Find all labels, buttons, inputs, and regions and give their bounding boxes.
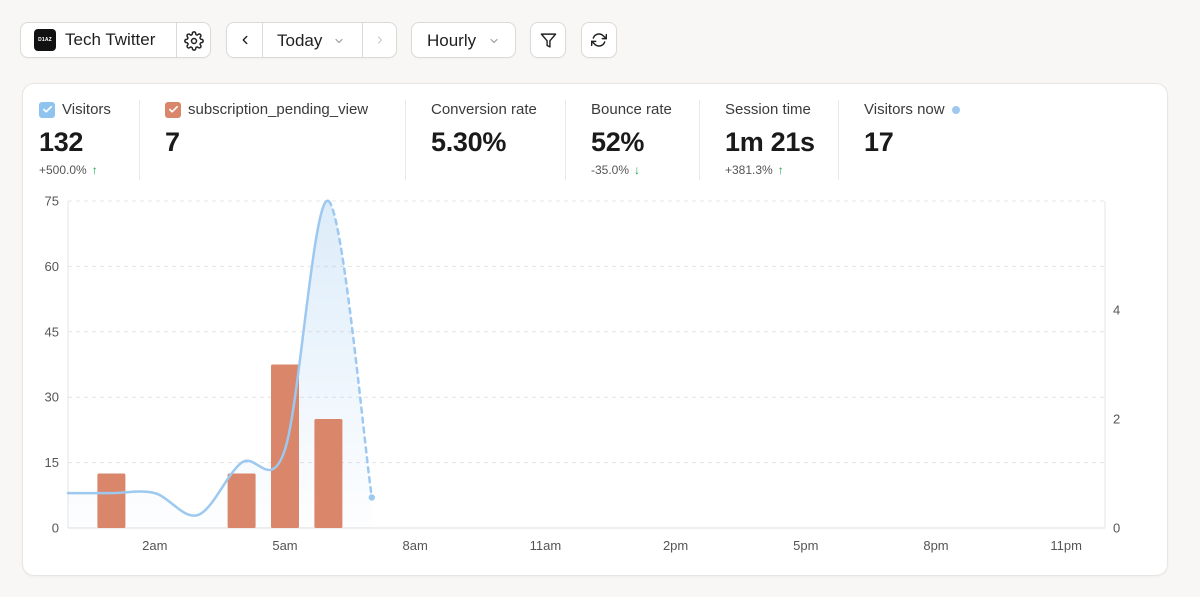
y-tick-label: 60 bbox=[45, 259, 59, 274]
divider bbox=[139, 100, 140, 180]
stat-visitors-now[interactable]: Visitors now 17 bbox=[864, 101, 960, 158]
stat-value: 7 bbox=[165, 127, 180, 157]
divider bbox=[565, 100, 566, 180]
date-range-label[interactable]: Today bbox=[277, 31, 323, 50]
event-bar bbox=[227, 473, 256, 528]
previous-period-button[interactable] bbox=[227, 23, 262, 57]
filter-icon bbox=[540, 32, 556, 48]
arrow-up-icon: ↑ bbox=[91, 163, 98, 177]
stat-bounce-rate[interactable]: Bounce rate 52% -35.0% ↓ bbox=[591, 101, 672, 177]
stat-value: 1m 21s bbox=[725, 127, 815, 157]
chevron-down-icon bbox=[335, 38, 343, 44]
y-tick-label: 0 bbox=[52, 521, 59, 536]
stat-value: 52% bbox=[591, 127, 645, 157]
x-tick-label: 8am bbox=[403, 538, 428, 553]
live-indicator-icon bbox=[951, 105, 960, 114]
x-tick-label: 5pm bbox=[793, 538, 818, 553]
refresh-button[interactable] bbox=[581, 22, 617, 58]
interval-label: Hourly bbox=[427, 31, 477, 50]
visitors-chart: 0 15 30 45 60 75 0 2 4 2am 5am 8am 11am 2pm 5pm 8pm 11… bbox=[45, 194, 1121, 554]
next-period-button[interactable] bbox=[362, 23, 398, 57]
site-name: Tech Twitter bbox=[65, 30, 156, 49]
stat-change: -35.0% bbox=[591, 163, 630, 177]
stat-value: 132 bbox=[39, 127, 84, 157]
check-icon bbox=[168, 105, 178, 113]
stat-change: +500.0% bbox=[39, 163, 87, 177]
x-tick-label: 8pm bbox=[923, 538, 948, 553]
stat-label: Bounce rate bbox=[591, 101, 672, 118]
chevron-left-icon bbox=[242, 35, 247, 45]
stat-label: Visitors now bbox=[864, 101, 945, 118]
arrow-up-icon: ↑ bbox=[777, 163, 784, 177]
line-end-point bbox=[368, 494, 375, 501]
site-logo: D1AZ bbox=[34, 29, 56, 51]
stat-label: Session time bbox=[725, 101, 811, 118]
y-right-tick-label: 4 bbox=[1113, 303, 1120, 318]
stat-session-time[interactable]: Session time 1m 21s +381.3% ↑ bbox=[725, 101, 815, 177]
x-tick-label: 2am bbox=[142, 538, 167, 553]
stat-change: +381.3% bbox=[725, 163, 773, 177]
divider bbox=[838, 100, 839, 180]
divider bbox=[176, 23, 177, 57]
refresh-icon bbox=[591, 33, 607, 47]
divider bbox=[699, 100, 700, 180]
x-tick-label: 11pm bbox=[1050, 538, 1082, 553]
y-tick-label: 15 bbox=[45, 455, 59, 470]
stat-label: Conversion rate bbox=[431, 101, 537, 118]
y-tick-label: 30 bbox=[45, 390, 59, 405]
divider bbox=[405, 100, 406, 180]
y-tick-label: 75 bbox=[45, 194, 59, 209]
check-icon bbox=[42, 105, 52, 113]
date-range-picker[interactable]: Today bbox=[226, 22, 397, 58]
y-right-tick-label: 0 bbox=[1113, 521, 1120, 536]
event-bar bbox=[97, 473, 126, 528]
stat-visitors[interactable]: Visitors 132 +500.0% ↑ bbox=[39, 101, 111, 177]
filter-button[interactable] bbox=[530, 22, 566, 58]
divider bbox=[362, 23, 363, 57]
event-bar bbox=[314, 419, 343, 528]
y-tick-label: 45 bbox=[45, 324, 59, 339]
y-right-tick-label: 2 bbox=[1113, 412, 1120, 427]
x-tick-label: 2pm bbox=[663, 538, 688, 553]
stat-subscription-pending-view[interactable]: subscription_pending_view 7 bbox=[165, 101, 368, 158]
visitors-checkbox[interactable] bbox=[39, 101, 55, 118]
arrow-down-icon: ↓ bbox=[634, 163, 641, 177]
x-tick-label: 11am bbox=[530, 538, 562, 553]
stat-label: Visitors bbox=[62, 101, 111, 118]
stat-conversion-rate[interactable]: Conversion rate 5.30% bbox=[431, 101, 537, 158]
site-selector[interactable]: D1AZ Tech Twitter bbox=[20, 22, 211, 58]
x-tick-label: 5am bbox=[272, 538, 297, 553]
visitors-line-partial bbox=[327, 199, 374, 499]
stat-label: subscription_pending_view bbox=[188, 101, 369, 118]
interval-selector[interactable]: Hourly bbox=[411, 22, 516, 58]
event-checkbox[interactable] bbox=[165, 101, 181, 118]
stat-value: 5.30% bbox=[431, 127, 507, 157]
visitors-line bbox=[66, 199, 330, 517]
gear-icon[interactable] bbox=[184, 31, 204, 51]
divider bbox=[262, 23, 263, 57]
stat-value: 17 bbox=[864, 127, 894, 157]
analytics-card: Visitors 132 +500.0% ↑ subscription_pend… bbox=[22, 83, 1168, 576]
chevron-right-icon bbox=[377, 36, 383, 44]
chevron-down-icon bbox=[490, 38, 498, 44]
